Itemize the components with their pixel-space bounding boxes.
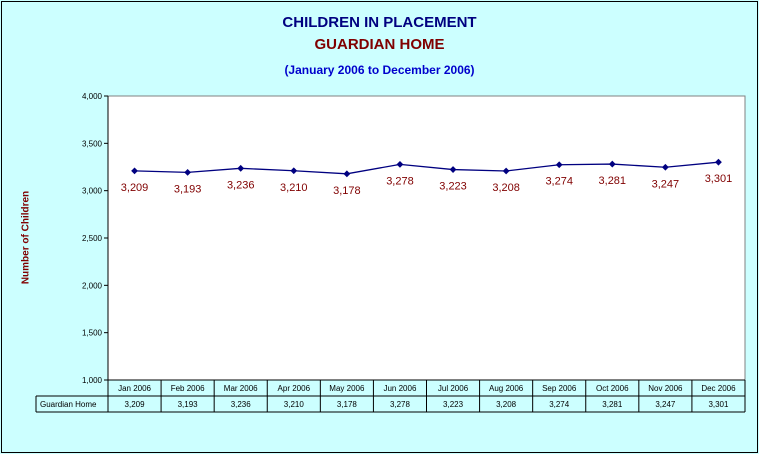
table-value-cell: 3,208 [496,400,517,409]
x-tick-label: May 2006 [329,384,365,393]
data-label: 3,178 [333,185,361,197]
data-label: 3,208 [492,182,520,194]
table-value-cell: 3,281 [602,400,623,409]
chart-title: CHILDREN IN PLACEMENT [282,14,477,31]
data-point-marker [237,164,245,172]
x-tick-label: Feb 2006 [171,384,205,393]
data-point-marker [715,158,722,166]
table-value-cell: 3,274 [549,400,570,409]
data-point-marker [449,166,457,173]
data-label: 3,209 [121,182,149,194]
data-label: 3,247 [652,178,680,190]
data-label: 3,223 [439,181,467,193]
table-value-cell: 3,223 [443,400,464,409]
x-tick-label: Dec 2006 [701,384,736,393]
data-point-marker [661,163,669,171]
x-tick-label: Nov 2006 [648,384,683,393]
table-value-cell: 3,209 [125,400,146,409]
table-value-cell: 3,178 [337,400,358,409]
table-value-cell: 3,236 [231,400,252,409]
y-tick-label: 2,000 [82,281,103,290]
data-point-marker [608,160,616,168]
x-tick-label: Jul 2006 [438,384,469,393]
series-line-guardian-home [134,161,719,175]
y-tick-label: 1,000 [82,376,103,385]
y-tick-label: 2,500 [82,234,103,243]
data-point-marker [396,160,404,168]
table-value-cell: 3,247 [655,400,676,409]
data-point-marker [290,167,298,175]
data-label: 3,278 [386,175,414,187]
x-tick-label: Sep 2006 [542,384,577,393]
data-label: 3,193 [174,183,202,195]
table-value-cell: 3,193 [178,400,199,409]
data-label: 3,301 [705,173,733,185]
data-point-marker [343,170,351,178]
data-point-marker [555,161,563,169]
data-point-marker [502,167,510,175]
y-tick-label: 3,500 [82,139,103,148]
y-tick-label: 4,000 [82,92,103,101]
table-value-cell: 3,278 [390,400,411,409]
table-series-label: Guardian Home [40,400,97,409]
y-tick-label: 3,000 [82,187,103,196]
table-value-cell: 3,301 [708,400,729,409]
x-tick-label: Jan 2006 [118,384,151,393]
chart-subtitle: GUARDIAN HOME [314,36,445,53]
data-label: 3,281 [599,175,627,187]
y-tick-label: 1,500 [82,329,103,338]
data-point-marker [131,167,138,175]
x-tick-label: Apr 2006 [278,384,311,393]
plot-area [107,95,746,381]
table-value-cell: 3,210 [284,400,305,409]
chart-period: (January 2006 to December 2006) [284,63,475,77]
x-tick-label: Aug 2006 [489,384,524,393]
data-label: 3,210 [280,182,308,194]
data-label: 3,274 [545,176,573,188]
x-tick-label: Mar 2006 [224,384,258,393]
data-label: 3,236 [227,179,255,191]
x-tick-label: Jun 2006 [383,384,416,393]
data-point-marker [184,168,192,176]
x-tick-label: Oct 2006 [596,384,629,393]
